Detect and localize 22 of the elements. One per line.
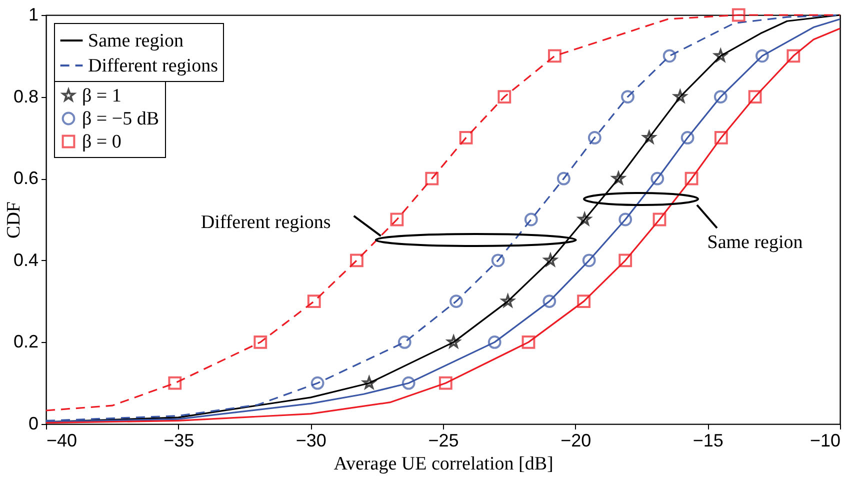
y-tick-label: 0 <box>28 414 38 434</box>
legend-label: Different regions <box>88 56 218 76</box>
legend-label: β = 1 <box>82 86 122 106</box>
y-tick-label: 0.6 <box>13 168 38 188</box>
y-tick-label: 1 <box>28 4 38 24</box>
annotation: Different regions <box>200 212 331 233</box>
x-tick-label: −10 <box>810 430 840 450</box>
x-tick-label: −30 <box>296 430 326 450</box>
y-tick-label: 0.8 <box>13 86 38 106</box>
legend-label: β = 0 <box>82 132 122 152</box>
legend-label: β = −5 dB <box>82 108 160 130</box>
y-axis-title: CDF <box>4 202 24 238</box>
x-tick-label: −40 <box>46 430 78 450</box>
x-tick-label: −35 <box>164 430 194 450</box>
x-axis-title: Average UE correlation [dB] <box>334 454 554 474</box>
legend-label: Same region <box>88 30 184 52</box>
y-tick-label: 0.4 <box>13 250 38 270</box>
x-tick-label: −20 <box>560 430 592 450</box>
y-tick-label: 0.2 <box>13 332 38 352</box>
x-tick-label: −25 <box>428 430 459 450</box>
x-tick-label: −15 <box>692 430 724 450</box>
annotation: Same region <box>707 232 804 253</box>
